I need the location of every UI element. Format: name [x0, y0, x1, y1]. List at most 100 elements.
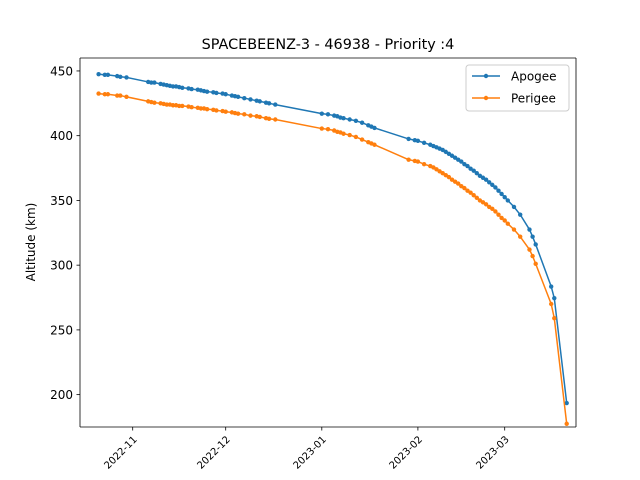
y-tick-label: 450 [50, 64, 73, 78]
apogee-point [564, 400, 569, 406]
apogee-point [118, 74, 123, 79]
perigee-point [502, 218, 507, 223]
apogee-point [493, 185, 498, 190]
apogee-point [496, 188, 501, 193]
apogee-point [189, 86, 194, 92]
apogee-point [474, 171, 479, 176]
perigee-point [359, 137, 365, 142]
apogee-point [223, 92, 228, 97]
perigee-point [505, 221, 510, 226]
axes-frame [79, 57, 577, 428]
perigee-point [118, 93, 123, 98]
perigee-point [511, 227, 517, 232]
apogee-point [353, 118, 359, 123]
perigee-point [180, 103, 185, 109]
apogee-point [235, 94, 241, 100]
perigee-point [124, 94, 129, 100]
apogee-point [96, 71, 101, 77]
y-tick-label: 250 [50, 323, 73, 337]
apogee-point [415, 138, 421, 144]
series-perigee [96, 91, 569, 426]
y-axis: 200 250 300 350 400 450 [50, 64, 80, 402]
apogee-point [499, 191, 504, 197]
perigee-point [353, 134, 359, 140]
perigee-point [242, 112, 247, 117]
perigee-point [152, 100, 157, 105]
perigee-point [257, 114, 262, 120]
apogee-point [341, 116, 346, 121]
apogee-point [530, 234, 535, 239]
perigee-point [319, 126, 324, 131]
apogee-point [257, 99, 262, 104]
apogee-point [325, 112, 331, 117]
y-axis-label: Altitude (km) [24, 203, 38, 282]
apogee-point [505, 198, 510, 203]
perigee-point [96, 91, 101, 96]
perigee-point [266, 116, 272, 122]
legend-item-apogee: Apogee [472, 70, 557, 84]
perigee-point [518, 234, 523, 239]
perigee-point [446, 174, 452, 180]
perigee-point [462, 185, 467, 191]
perigee-point [474, 195, 479, 201]
perigee-point [189, 105, 194, 110]
perigee-point [223, 109, 228, 114]
y-tick-label: 350 [50, 194, 73, 208]
apogee-point [502, 194, 507, 200]
apogee-point [406, 136, 411, 142]
apogee-point [124, 75, 129, 80]
perigee-point [471, 193, 476, 198]
apogee-point [204, 89, 210, 94]
legend-item-perigee: Perigee [472, 92, 556, 106]
legend-label: Perigee [511, 92, 556, 106]
series-apogee [96, 71, 569, 406]
y-tick-label: 300 [50, 259, 73, 273]
perigee-point [552, 316, 557, 321]
apogee-point [372, 125, 377, 131]
apogee-point [242, 95, 247, 101]
apogee-point [152, 80, 157, 85]
apogee-point [347, 117, 352, 122]
apogee-point [533, 242, 538, 247]
perigee-point [214, 108, 219, 113]
apogee-point [105, 72, 111, 78]
apogee-point [102, 72, 108, 78]
perigee-point [496, 212, 501, 217]
perigee-point [341, 131, 346, 136]
perigee-point [456, 181, 461, 186]
apogee-point [487, 180, 492, 185]
apogee-point [248, 97, 253, 102]
apogee-point [527, 227, 532, 232]
legend: Apogee Perigee [465, 64, 570, 112]
perigee-point [170, 103, 176, 108]
legend-label: Apogee [511, 70, 557, 84]
apogee-point [490, 182, 495, 188]
perigee-point [499, 215, 504, 221]
chart-title: SPACEBEENZ-3 - 46938 - Priority :4 [202, 37, 455, 53]
perigee-point [164, 102, 169, 107]
apogee-point [552, 295, 557, 301]
plot-background [80, 58, 576, 427]
perigee-point [527, 247, 532, 252]
perigee-point [483, 202, 489, 207]
perigee-point [415, 159, 421, 164]
plot-area [80, 58, 576, 427]
perigee-point [533, 261, 538, 267]
apogee-point [170, 84, 176, 89]
perigee-point [273, 117, 278, 122]
perigee-point [204, 106, 210, 112]
apogee-point [319, 111, 324, 116]
perigee-point [372, 142, 377, 147]
perigee-point [421, 161, 427, 167]
apogee-point [459, 159, 464, 164]
perigee-point [468, 190, 473, 195]
apogee-point [180, 85, 185, 90]
apogee-point [421, 140, 427, 146]
legend-swatch-marker [483, 73, 489, 79]
perigee-point [248, 113, 253, 118]
apogee-point [266, 101, 272, 106]
perigee-point [347, 132, 352, 138]
perigee-point [198, 106, 204, 111]
apogee-point [549, 284, 554, 289]
